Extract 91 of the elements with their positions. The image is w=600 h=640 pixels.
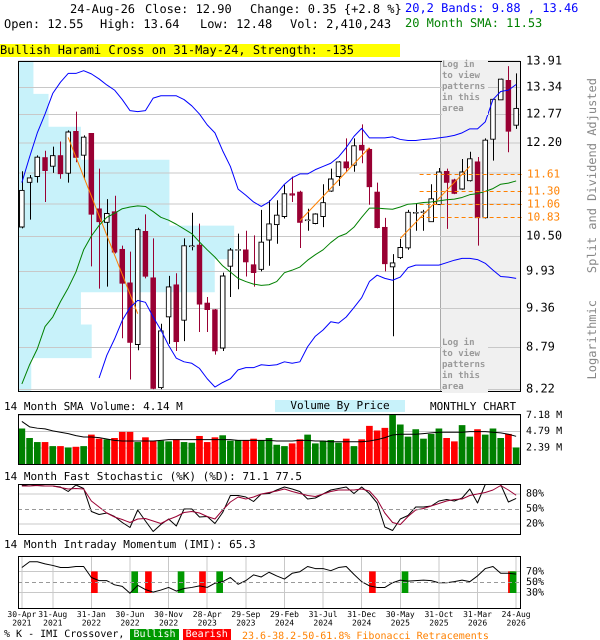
y-tick-label: 9.36: [526, 300, 555, 314]
y-tick-label: 12.77: [526, 106, 562, 121]
candlestick: [204, 296, 210, 333]
candlestick: [343, 138, 350, 172]
x-tick-label: 31-Dec 2024: [347, 610, 376, 628]
ref-line-label: 11.06: [527, 197, 560, 210]
text: 24-Aug-26: [70, 2, 136, 16]
x-tick-label: 31-Jan 2022: [76, 610, 106, 628]
text: Volume By Price: [275, 399, 405, 412]
ref-line-label: 11.30: [527, 184, 560, 198]
candlestick: [358, 124, 365, 164]
y-tick-label: 4.79 M: [526, 426, 562, 438]
candlestick: [282, 184, 288, 219]
candlestick: [274, 200, 280, 244]
chart-title: 14 Month Fast Stochastic (%K) (%D): 71.1 77.5: [4, 470, 302, 483]
y-tick-label: 70%: [526, 566, 544, 578]
bar: [134, 442, 142, 464]
ref-line-label: 11.61: [527, 167, 560, 180]
text: Low: 12.48: [200, 17, 272, 31]
candlestick: [466, 151, 473, 182]
bar: [474, 429, 481, 464]
candlestick: [397, 238, 404, 260]
text: 20,2 Bands: 9.88 , 13.46: [405, 1, 578, 15]
annotation: Log in to view patterns in this area: [442, 338, 488, 393]
x-tick-label: 29-Feb 2024: [270, 610, 300, 628]
x-tick-label: 31-Oct 2025: [424, 610, 454, 628]
candlestick: [80, 134, 86, 180]
x-tick-label: 30-Nov 2022: [154, 610, 184, 628]
y-tick-label: 13.91: [526, 53, 562, 68]
text: High: 13.64: [100, 17, 180, 31]
text: Open: 12.55: [4, 17, 84, 31]
bar: [57, 446, 64, 464]
x-tick-label: 31-Jul 2024: [308, 610, 338, 628]
candlestick: [250, 234, 256, 288]
candlestick: [266, 200, 272, 266]
bar: [103, 439, 110, 464]
legend-title: % K - IMI Crossover,: [4, 629, 126, 640]
candlestick: [390, 254, 396, 337]
bar: [42, 442, 48, 464]
y-tick-label: 50%: [526, 504, 544, 515]
candlestick: [336, 160, 342, 186]
bar: [64, 447, 72, 464]
bar: [49, 446, 56, 464]
text: Bullish: [130, 629, 179, 640]
text: Close: 12.90: [145, 2, 232, 16]
text: 23.6-38.2-50-61.8% Fibonacci Retracements: [242, 630, 489, 640]
x-tick-label: 29-Sep 2023: [231, 610, 260, 628]
text: Bearish: [182, 629, 231, 640]
bar: [350, 446, 358, 464]
y-tick-label: 30%: [526, 587, 544, 598]
y-tick-label: 12.20: [526, 135, 562, 150]
y-tick-label: 8.22: [526, 381, 555, 396]
y-tick-label: 20%: [526, 518, 544, 530]
x-tick-label: 24-Aug 2026: [502, 610, 531, 628]
x-tick-label: 30-Apr 2021: [7, 610, 36, 628]
bar: [72, 446, 80, 464]
bar: [80, 446, 87, 464]
y-tick-label: 7.18 M: [526, 410, 562, 422]
bar: [505, 434, 512, 464]
y-tick-label: 2.39 M: [526, 442, 562, 454]
x-tick-label: 31-Mar 2026: [463, 610, 492, 628]
candlestick: [444, 168, 450, 230]
annotation: Log in to view patterns in this area: [442, 60, 488, 115]
text: Logarithmic: [585, 300, 599, 380]
x-tick-label: 30-Jun 2022: [116, 610, 145, 628]
bar: [172, 439, 180, 464]
y-tick-label: 10.50: [526, 228, 562, 243]
bar: [512, 447, 520, 464]
text: Change: 0.35 {+2.8 %}: [250, 2, 402, 16]
y-tick-label: 80%: [526, 488, 544, 500]
y-tick-label: 50%: [526, 576, 544, 588]
text: Vol: 2,410,243: [290, 17, 392, 31]
text: 20 Month SMA: 11.53: [405, 16, 542, 30]
candlestick: [459, 158, 465, 190]
ref-line-label: 10.83: [527, 210, 560, 224]
chart-title: 14 Month Intraday Momentum (IMI): 65.3: [4, 538, 256, 551]
y-tick-label: 9.93: [526, 264, 555, 278]
candlestick: [320, 184, 326, 228]
candlestick: [351, 138, 357, 172]
text: MONTHLY CHART: [430, 400, 516, 413]
candlestick: [26, 174, 32, 220]
candlestick: [243, 230, 249, 277]
y-tick-label: 8.79: [526, 340, 555, 354]
y-axis-title: Split and Dividend Adjusted: [585, 78, 599, 274]
x-tick-label: 30-May 2025: [386, 610, 415, 628]
y-tick-label: 13.34: [526, 79, 562, 94]
x-tick-label: 28-Apr 2023: [192, 610, 222, 628]
bar: [342, 438, 350, 464]
chart-title: 14 Month SMA Volume: 4.14 M: [4, 400, 183, 413]
x-tick-label: 31-Aug 2021: [38, 610, 68, 628]
chart-title: Bullish Harami Cross on 31-May-24, Strength: -135: [0, 43, 400, 57]
